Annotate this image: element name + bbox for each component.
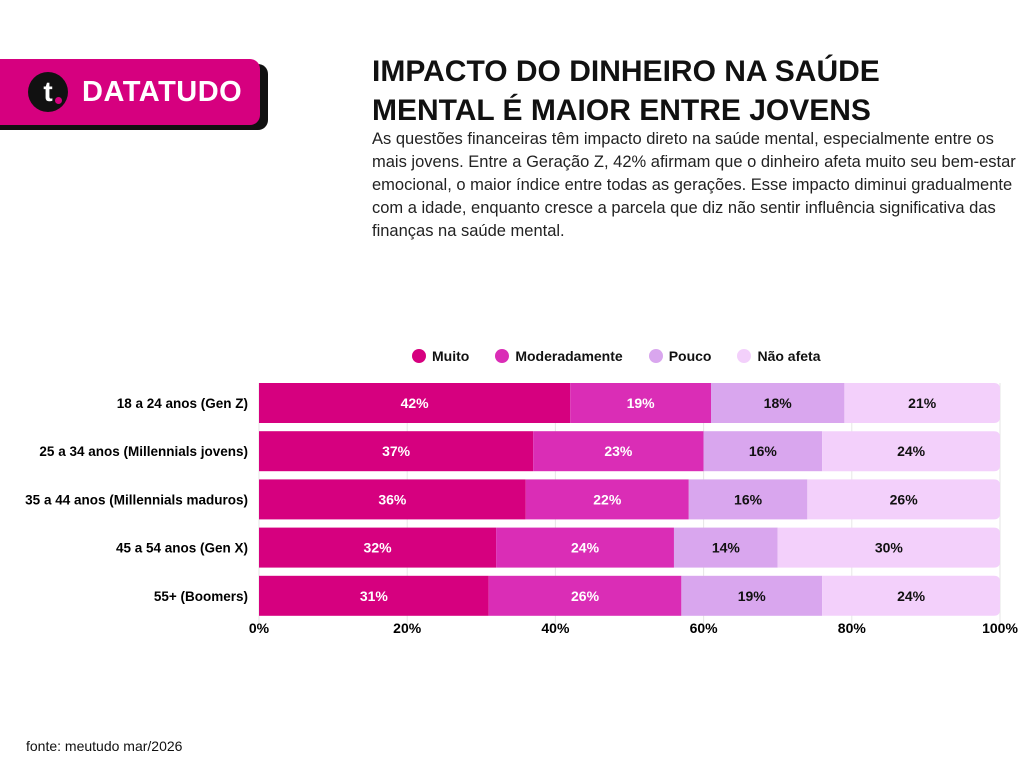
bar-segment bbox=[533, 431, 704, 472]
data-label: 16% bbox=[749, 443, 778, 459]
data-label: 32% bbox=[364, 540, 393, 556]
legend-item: Pouco bbox=[648, 348, 712, 364]
legend-label: Pouco bbox=[668, 348, 712, 364]
category-label: 45 a 54 anos (Gen X) bbox=[116, 541, 248, 556]
source-note: fonte: meutudo mar/2026 bbox=[26, 738, 183, 754]
category-label: 35 a 44 anos (Millennials maduros) bbox=[25, 492, 248, 507]
legend-item: Não afeta bbox=[737, 348, 821, 364]
category-label: 25 a 34 anos (Millennials jovens) bbox=[39, 444, 248, 459]
brand-logo: t DATATUDO bbox=[0, 59, 260, 125]
bar-segment bbox=[259, 575, 489, 616]
bar-segment bbox=[844, 383, 1000, 423]
data-label: 21% bbox=[908, 395, 937, 411]
data-label: 23% bbox=[604, 443, 633, 459]
data-label: 14% bbox=[712, 540, 741, 556]
legend: Muito Moderadamente Pouco Não afeta bbox=[412, 348, 821, 364]
data-label: 24% bbox=[897, 588, 926, 604]
bar-segment bbox=[488, 575, 682, 616]
chart-title: IMPACTO DO DINHEIRO NA SAÚDE MENTAL É MA… bbox=[372, 55, 880, 127]
bar-segment bbox=[688, 479, 808, 520]
bar-segment bbox=[259, 431, 534, 472]
bar-segment bbox=[777, 527, 1000, 568]
bar-segment bbox=[259, 527, 497, 568]
brand-name: DATATUDO bbox=[82, 75, 243, 108]
x-tick-label: 100% bbox=[982, 620, 1018, 636]
stacked-bar-chart: 0% 20% 40% 60% 80% 100% 18 a 24 anos (Gen Z) 42… bbox=[25, 383, 1018, 636]
bar-segment bbox=[703, 431, 823, 472]
bar-segment bbox=[496, 527, 674, 568]
brand-mark-letter: t bbox=[43, 76, 53, 107]
data-label: 16% bbox=[734, 491, 763, 507]
data-label: 26% bbox=[571, 588, 600, 604]
data-label: 26% bbox=[890, 491, 919, 507]
x-tick-label: 0% bbox=[249, 620, 270, 636]
data-label: 30% bbox=[875, 540, 904, 556]
legend-swatch bbox=[737, 349, 752, 363]
bar-segment bbox=[570, 383, 712, 423]
x-tick-label: 60% bbox=[690, 620, 719, 636]
legend-swatch bbox=[412, 349, 426, 363]
category-label: 18 a 24 anos (Gen Z) bbox=[117, 396, 248, 411]
chart-subtitle: As questões financeiras têm impacto dire… bbox=[372, 130, 1016, 240]
data-label: 37% bbox=[382, 443, 411, 459]
legend-swatch bbox=[648, 349, 663, 363]
bar-segment bbox=[822, 431, 1000, 472]
data-label: 19% bbox=[627, 395, 656, 411]
data-label: 36% bbox=[378, 491, 407, 507]
legend-swatch bbox=[495, 349, 510, 363]
brand-mark-icon: t bbox=[28, 72, 68, 112]
bar-segment bbox=[525, 479, 689, 520]
bar-segment bbox=[259, 383, 571, 423]
legend-label: Não afeta bbox=[757, 348, 821, 364]
data-label: 24% bbox=[897, 443, 926, 459]
data-label: 18% bbox=[764, 395, 793, 411]
bar-segment bbox=[807, 479, 1000, 520]
data-label: 42% bbox=[401, 395, 430, 411]
bar-segment bbox=[711, 383, 845, 423]
data-label: 19% bbox=[738, 588, 767, 604]
bar-segment bbox=[681, 575, 823, 616]
data-label: 31% bbox=[360, 588, 389, 604]
x-tick-label: 40% bbox=[541, 620, 570, 636]
x-tick-label: 20% bbox=[393, 620, 422, 636]
bar-segment bbox=[259, 479, 526, 520]
legend-label: Moderadamente bbox=[515, 348, 623, 364]
data-label: 22% bbox=[593, 491, 622, 507]
legend-item: Muito bbox=[412, 348, 469, 364]
legend-label: Muito bbox=[432, 348, 470, 364]
legend-item: Moderadamente bbox=[495, 348, 623, 364]
bar-segment bbox=[673, 527, 778, 568]
bar-segment bbox=[822, 575, 1000, 616]
category-label: 55+ (Boomers) bbox=[154, 589, 248, 604]
data-label: 24% bbox=[571, 540, 600, 556]
x-tick-label: 80% bbox=[838, 620, 867, 636]
